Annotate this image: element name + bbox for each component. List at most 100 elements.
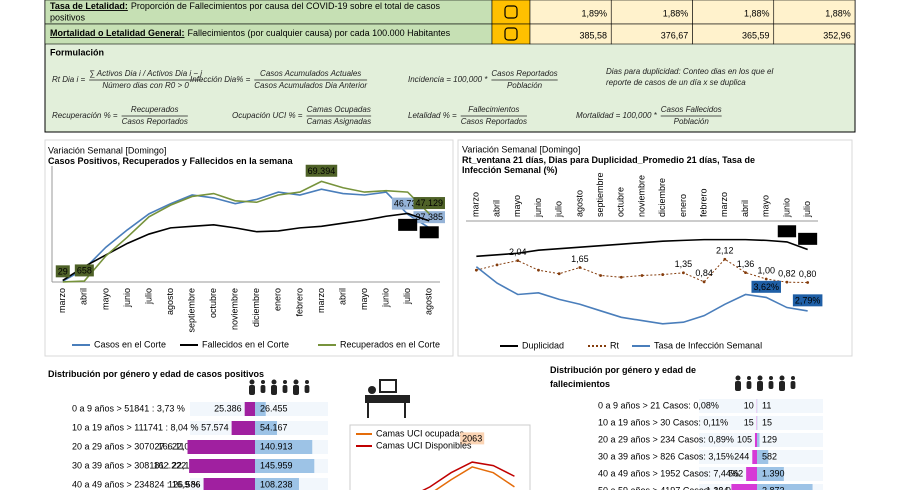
formula-lhs: Mortalidad = 100,000 * bbox=[576, 111, 658, 120]
indicator-text: Mortalidad o Letalidad General: Fallecimi… bbox=[50, 28, 451, 38]
formula-numerator: Casos Acumulados Actuales bbox=[260, 69, 361, 78]
person-icon bbox=[271, 379, 277, 385]
x-tick-label: agosto bbox=[165, 288, 175, 315]
x-tick-label: marzo bbox=[719, 192, 729, 217]
indicator-value: 376,67 bbox=[661, 30, 689, 40]
legend-label: Camas UCI Disponibles bbox=[376, 440, 472, 450]
value-label: 109 bbox=[800, 234, 815, 244]
category-label: 50 a 59 años > 4197 Casos: 16,01% bbox=[598, 485, 744, 490]
icon-cell bbox=[491, 23, 531, 45]
x-tick-label: septiembre bbox=[186, 288, 196, 333]
bar-right bbox=[255, 459, 315, 473]
legend-label: Tasa de Infección Semanal bbox=[654, 340, 762, 350]
person-icon bbox=[769, 376, 773, 380]
x-tick-label: abril bbox=[740, 200, 750, 217]
x-tick-label: mayo bbox=[100, 288, 110, 310]
x-tick-label: julio bbox=[802, 201, 812, 218]
formula-numerator: Camas Ocupadas bbox=[307, 105, 371, 114]
bar-left bbox=[189, 459, 255, 473]
value-label: 0,80 bbox=[799, 269, 817, 279]
value-label: 2,12 bbox=[716, 246, 734, 256]
value-cell bbox=[773, 23, 856, 45]
value-label-box: 790 bbox=[419, 226, 439, 239]
person-icon bbox=[779, 381, 785, 391]
label-bg bbox=[413, 197, 445, 210]
title: Distribución por género y edad de falleci… bbox=[550, 365, 696, 389]
chart-frame bbox=[349, 424, 531, 490]
bar-right bbox=[255, 440, 313, 454]
formula-denominator: Población bbox=[674, 117, 710, 126]
x-tick-label: mayo bbox=[359, 288, 369, 310]
indicator-description: Proporción de Fallecimientos por causa d… bbox=[131, 1, 441, 11]
x-tick-label: febrero bbox=[698, 188, 708, 217]
x-tick-label: mayo bbox=[761, 195, 771, 217]
value-cell bbox=[529, 0, 612, 25]
formula-denominator: Población bbox=[507, 81, 543, 90]
value-label: 1,36 bbox=[737, 259, 755, 269]
icon bbox=[504, 5, 518, 19]
value-label: 562 bbox=[728, 468, 743, 478]
series-point bbox=[702, 280, 706, 284]
person-icon bbox=[747, 376, 751, 380]
series-point bbox=[495, 263, 499, 267]
legend-label: Recuperados en el Corte bbox=[340, 339, 440, 349]
formula-lhs: Letalidad % = bbox=[408, 111, 457, 120]
value-label-box: 3,62% bbox=[751, 280, 782, 293]
value-label: 2063 bbox=[462, 433, 482, 443]
value-label: 0,84 bbox=[695, 268, 713, 278]
formula-lhs: Rt Dia i = bbox=[52, 75, 85, 84]
indicator-text: Tasa de Letalidad: Proporción de Fallecim… bbox=[50, 1, 441, 11]
person-icon bbox=[757, 381, 763, 391]
value-label: 886 bbox=[400, 220, 415, 230]
bar-left bbox=[752, 450, 757, 464]
row-band bbox=[699, 433, 823, 447]
series-point bbox=[619, 275, 623, 279]
indicator-value: 1,88% bbox=[744, 8, 770, 18]
category-label: 20 a 29 años > 234 Casos: 0,89% bbox=[598, 434, 734, 444]
value-cell bbox=[773, 0, 856, 25]
label-bg bbox=[751, 280, 782, 293]
formula-denominator: Casos Reportados bbox=[461, 117, 527, 126]
x-tick-label: octubre bbox=[616, 187, 626, 217]
person-icon bbox=[746, 381, 752, 389]
value-label: 790 bbox=[422, 227, 437, 237]
title-line: Infección Semanal (%) bbox=[462, 165, 558, 175]
x-tick-label: junio bbox=[380, 288, 390, 308]
series-point bbox=[599, 274, 602, 277]
person-icon bbox=[757, 375, 763, 381]
series-point bbox=[557, 272, 561, 276]
value-label: 129 bbox=[762, 434, 777, 444]
series-point bbox=[661, 273, 665, 276]
bar-right bbox=[757, 467, 784, 481]
formulas-title: Formulación bbox=[50, 47, 104, 57]
label-bg bbox=[798, 232, 818, 245]
label-bg bbox=[413, 211, 445, 224]
bar-right bbox=[757, 484, 813, 490]
value-label: 126.586 bbox=[168, 479, 201, 489]
series-point bbox=[516, 259, 520, 263]
value-label: 244 bbox=[734, 451, 749, 461]
value-label-box: 119 bbox=[777, 225, 797, 238]
bar-left bbox=[203, 478, 255, 490]
x-tick-label: marzo bbox=[471, 192, 481, 217]
value-label-box: 2063 bbox=[460, 432, 485, 445]
label-bg bbox=[419, 226, 439, 239]
value-label: 162.222 bbox=[154, 460, 187, 470]
icu-icon bbox=[365, 379, 410, 418]
formula-denominator: Número dias con R0 > 0 bbox=[102, 81, 189, 90]
bar-right bbox=[255, 478, 299, 490]
chart-frame bbox=[44, 139, 454, 357]
person-icon bbox=[779, 375, 785, 381]
value-label-box: 37.385 bbox=[413, 211, 445, 224]
bar-left bbox=[731, 484, 757, 490]
value-label: 57.574 bbox=[201, 422, 229, 432]
x-tick-label: junio bbox=[122, 288, 132, 308]
series-point bbox=[578, 266, 582, 269]
indicator-value: 352,96 bbox=[823, 30, 851, 40]
x-tick-label: noviembre bbox=[636, 175, 646, 217]
value-label: 54.167 bbox=[260, 422, 288, 432]
title: Rt_ventana 21 días, Dias para Duplicidad… bbox=[462, 155, 755, 175]
x-tick-label: junio bbox=[533, 198, 543, 218]
